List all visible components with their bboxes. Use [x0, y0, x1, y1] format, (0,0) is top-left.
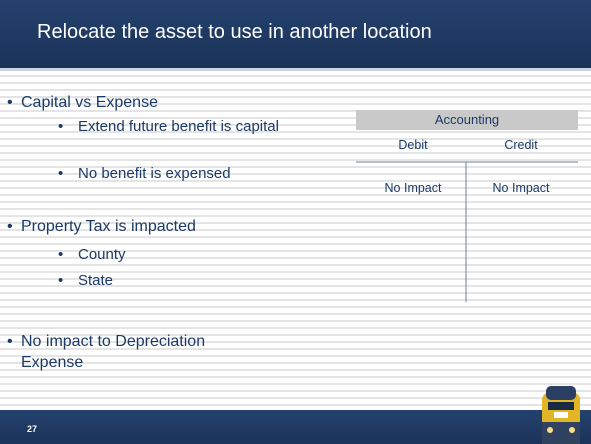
slide: Relocate the asset to use in another loc… — [0, 0, 591, 444]
sub-bullet: County — [78, 244, 288, 265]
table-cell: No Impact — [471, 181, 571, 195]
sub-bullet: Extend future benefit is capital — [78, 116, 288, 137]
train-logo — [536, 382, 586, 444]
bullet: Property Tax is impacted — [21, 216, 271, 237]
bullet: No impact to Depreciation Expense — [21, 331, 271, 373]
bullet: Capital vs Expense — [21, 92, 271, 113]
table-cell: No Impact — [363, 181, 463, 195]
slide-title: Relocate the asset to use in another loc… — [37, 21, 432, 44]
column-header: Debit — [363, 138, 463, 152]
sub-bullet: No benefit is expensed — [78, 163, 288, 184]
sub-bullet: State — [78, 270, 288, 291]
page-number: 27 — [27, 424, 37, 434]
table-title: Accounting — [356, 110, 578, 130]
footer-bar — [0, 410, 591, 444]
column-header: Credit — [471, 138, 571, 152]
